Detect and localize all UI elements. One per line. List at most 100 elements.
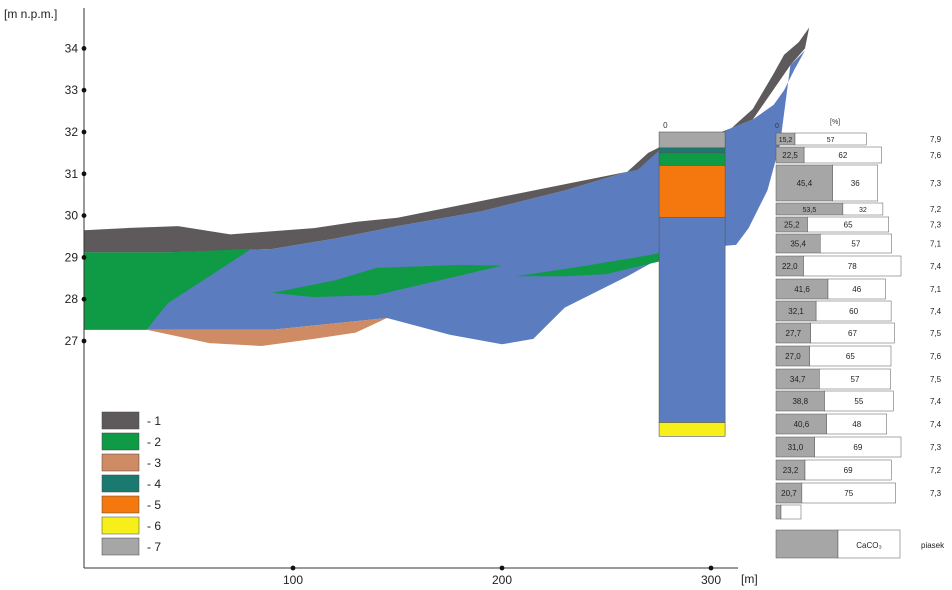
panel-white-value: 55: [854, 397, 863, 406]
panel-right-value: 7,5: [930, 329, 942, 338]
panel-white-value: 36: [851, 179, 860, 188]
panel-right-value: 7,4: [930, 397, 942, 406]
x-tick-mark: [290, 565, 296, 571]
y-tick-label: 27: [65, 334, 79, 348]
panel-white-value: 57: [851, 375, 860, 384]
panel-right-value: 7,1: [930, 285, 942, 294]
panel-right-value: 7,3: [930, 443, 942, 452]
panel-white-value: 65: [846, 352, 855, 361]
borehole-top-label: 0: [663, 121, 668, 130]
borehole-layer-4: [658, 147, 726, 154]
x-tick-label: 100: [283, 573, 303, 587]
panel-white-bar: [820, 233, 892, 254]
layer-3-area: [146, 318, 387, 346]
panel-right-value: 7,4: [930, 262, 942, 271]
panel-gray-value: 41,6: [794, 285, 810, 294]
panel-white-value: 75: [844, 489, 853, 498]
panel-right-value: 7,4: [930, 420, 942, 429]
x-tick-mark: [499, 565, 505, 571]
panel-gray-value: 53,5: [803, 207, 817, 214]
legend-swatch-7: [101, 537, 140, 556]
panel-gray-value: 34,7: [790, 375, 806, 384]
panel-white-bar: [824, 390, 894, 412]
panel-white-value: 46: [852, 285, 861, 294]
panel-right-value: 7,4: [930, 307, 942, 316]
panel-unit-label: [%]: [830, 119, 840, 126]
y-tick-mark: [81, 87, 87, 93]
legend-label-2: - 2: [147, 435, 161, 449]
panel-white-bar: [801, 482, 896, 504]
x-tick-mark: [708, 565, 714, 571]
panel-white-bar: [794, 132, 867, 146]
panel-legend-label: CaCO₃: [856, 541, 881, 550]
panel-gray-value: 31,0: [788, 443, 804, 452]
y-tick-mark: [81, 171, 87, 177]
panel-white-bar: [780, 504, 802, 520]
legend-label-4: - 4: [147, 477, 161, 491]
panel-gray-value: 15,2: [779, 137, 793, 144]
legend-label-5: - 5: [147, 498, 161, 512]
panel-white-bar: [807, 216, 889, 233]
layer-2-lens: [272, 264, 502, 298]
panel-right-value: 7,2: [930, 205, 942, 214]
panel-gray-value: 27,0: [785, 352, 801, 361]
panel-right-value: 7,3: [930, 179, 942, 188]
panel-right-value: 7,9: [930, 135, 942, 144]
panel-white-value: 69: [853, 443, 862, 452]
x-axis-label: [m]: [741, 572, 758, 586]
y-tick-mark: [81, 255, 87, 260]
legend-label-1: - 1: [147, 414, 161, 428]
panel-right-value: 7,6: [930, 151, 942, 160]
panel-white-bar: [832, 164, 878, 202]
panel-white-value: 65: [844, 221, 853, 230]
panel-gray-value: 40,6: [794, 420, 810, 429]
panel-gray-value: 25,2: [784, 221, 800, 230]
panel-legend-white-swatch: [837, 529, 901, 559]
y-tick-mark: [81, 213, 87, 219]
panel-white-value: 60: [849, 307, 858, 316]
legend: - 1 - 2 - 3 - 4 - 5 - 6 - 7: [101, 411, 161, 556]
panel-right-value: 7,5: [930, 375, 942, 384]
panel-zero-label: 0: [775, 123, 779, 130]
panel-white-bar: [819, 368, 891, 390]
axes: 27 28 29 30 31 32 33 34 100 200 300: [65, 8, 738, 587]
borehole-layer-6: [658, 422, 726, 437]
panel-gray-value: 32,1: [788, 307, 804, 316]
legend-label-7: - 7: [147, 540, 161, 554]
layer-2-lens: [516, 249, 680, 277]
panel-white-value: 57: [851, 240, 860, 249]
y-tick-mark: [81, 129, 87, 135]
panel-white-bar: [809, 345, 892, 367]
panel-gray-value: 22,0: [782, 262, 798, 271]
borehole-column: 0: [658, 121, 726, 437]
legend-label-3: - 3: [147, 456, 161, 470]
y-tick-label: 31: [65, 167, 79, 181]
legend-label-6: - 6: [147, 519, 161, 533]
panel-gray-value: 35,4: [790, 240, 806, 249]
panel-white-value: 57: [827, 137, 835, 144]
panel-legend-label-2: piasek: [921, 541, 945, 550]
panel-white-value: 32: [859, 207, 867, 214]
legend-swatch-3: [101, 453, 140, 472]
legend-swatch-1: [101, 411, 140, 430]
panel-white-bar: [803, 255, 902, 277]
cross-section-plot: [84, 27, 810, 346]
borehole-layer-7: [658, 131, 726, 149]
x-tick-label: 300: [701, 573, 721, 587]
y-tick-label: 32: [65, 125, 79, 139]
panel-right-value: 7,3: [930, 221, 942, 230]
panel-white-bar: [827, 278, 886, 300]
y-tick-mark: [81, 338, 87, 344]
panel-white-bar: [814, 436, 902, 458]
panel-white-value: 62: [838, 151, 847, 160]
x-tick-label: 200: [492, 573, 512, 587]
panel-white-value: 48: [852, 420, 861, 429]
panel-gray-value: 22,5: [782, 151, 798, 160]
legend-swatch-4: [101, 474, 140, 493]
borehole-layer-main: [658, 217, 726, 423]
y-tick-label: 29: [65, 250, 79, 264]
panel-gray-value: 23,2: [783, 466, 799, 475]
layer-main-area: [84, 50, 805, 345]
panel-gray-bar: [775, 164, 833, 202]
